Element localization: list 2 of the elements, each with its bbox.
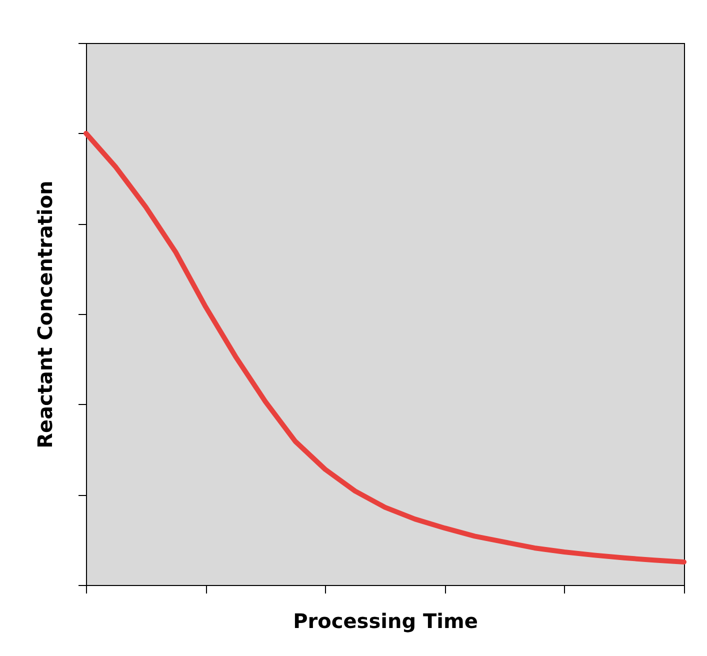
y-axis-title: Reactant Concentration	[33, 180, 57, 448]
x-axis-title: Processing Time	[293, 609, 478, 633]
